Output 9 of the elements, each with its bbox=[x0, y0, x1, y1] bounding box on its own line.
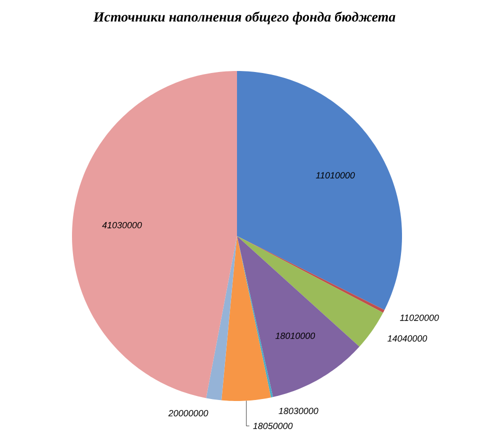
slice-label: 18010000 bbox=[275, 332, 316, 339]
slice-label: 18050000 bbox=[253, 422, 293, 430]
slice-label: 14040000 bbox=[388, 335, 428, 342]
slice-label: 41030000 bbox=[102, 222, 142, 228]
slice-label: 11020000 bbox=[400, 314, 439, 321]
slice-label: 11010000 bbox=[316, 172, 355, 179]
slice-label: 20000000 bbox=[168, 410, 208, 416]
chart-title: Источники наполнения общего фонда бюджета bbox=[93, 12, 396, 24]
slice-label: 18030000 bbox=[278, 408, 318, 414]
